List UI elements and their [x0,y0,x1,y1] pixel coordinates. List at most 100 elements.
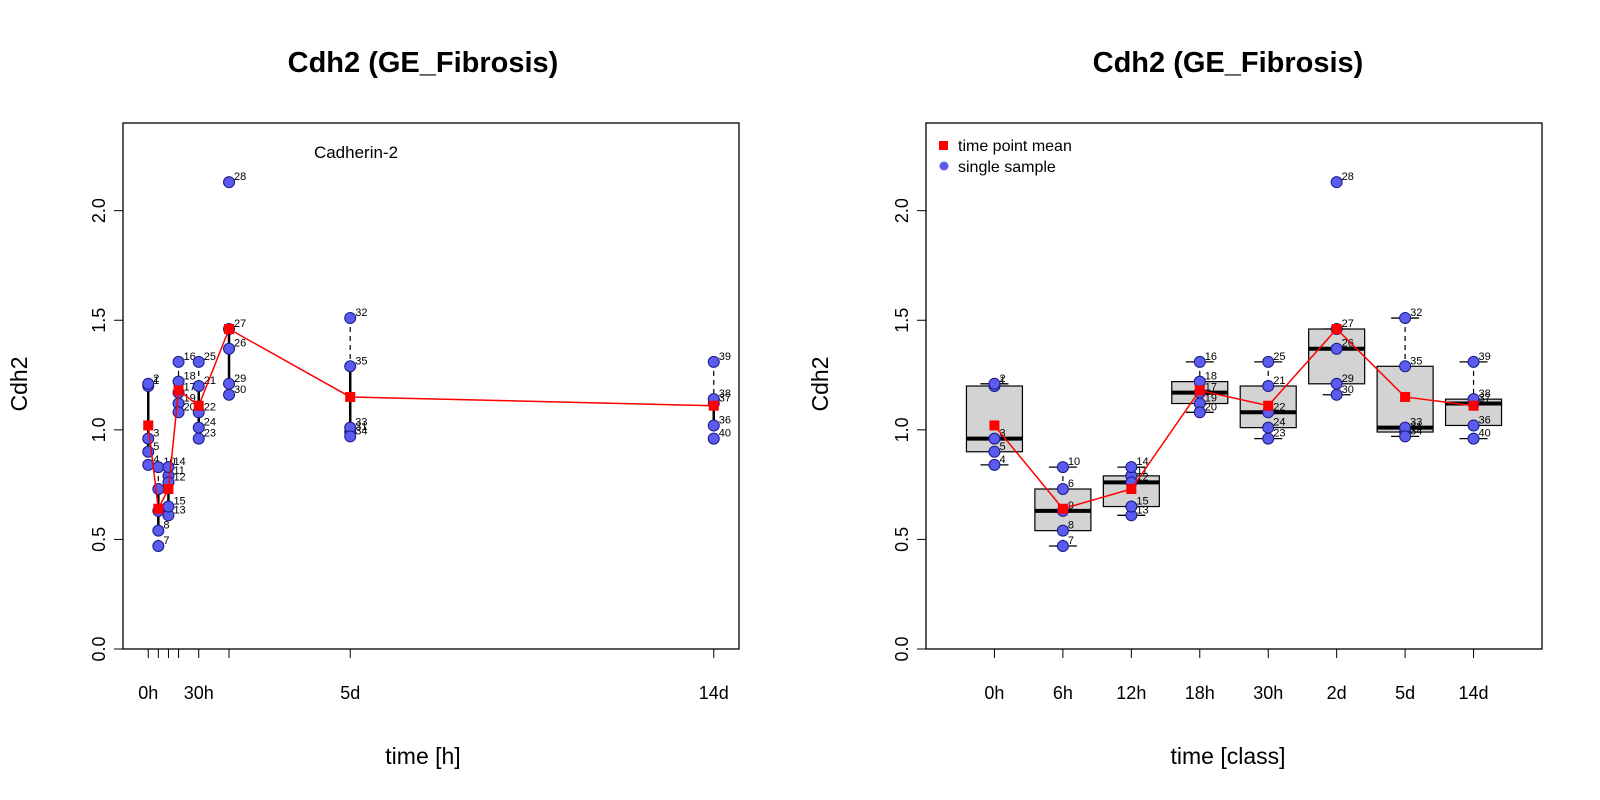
sample-label: 19 [1205,393,1217,405]
y-axis-title: Cdh2 [6,357,32,412]
y-tick-label: 0.0 [892,636,912,661]
sample-label: 24 [1273,417,1285,429]
x-tick-label: 5d [1395,683,1415,703]
sample-label: 40 [1479,428,1491,440]
x-tick-label: 12h [1116,683,1146,703]
sample-label: 17 [184,382,196,394]
mean-point [1126,484,1137,495]
sample-label: 26 [234,338,246,350]
sample-point [162,500,175,513]
sample-label: 39 [719,351,731,363]
sample-point [988,445,1001,458]
sample-label: 22 [1273,401,1285,413]
sample-point [1193,406,1206,419]
sample-label: 18 [184,371,196,383]
y-tick-label: 0.0 [89,636,109,661]
sample-point [1467,419,1480,432]
sample-label: 38 [719,388,731,400]
mean-point [143,420,154,431]
sample-label: 4 [999,454,1005,466]
sample-label: 14 [1136,456,1148,468]
sample-label: 12 [173,471,185,483]
sample-point [1056,524,1069,537]
legend-label-mean: time point mean [958,138,1072,155]
sample-label: 29 [1342,373,1354,385]
sample-label: 27 [234,318,246,330]
mean-point [1263,400,1274,411]
sample-label: 12 [1136,471,1148,483]
sample-point [1330,342,1343,355]
sample-point [223,377,236,390]
sample-point [707,432,720,445]
plot-frame [925,122,1543,650]
x-tick-label: 30h [1253,683,1283,703]
sample-point [1262,421,1275,434]
y-tick-label: 1.0 [89,417,109,442]
sample-label: 37 [1479,393,1491,405]
y-tick-label: 2.0 [89,198,109,223]
chart-title: Cdh2 (GE_Fibrosis) [288,47,559,79]
y-tick-label: 1.0 [892,417,912,442]
sample-point [1125,500,1138,513]
sample-label: 7 [163,535,169,547]
sample-label: 40 [719,428,731,440]
x-tick-label: 14d [1459,683,1489,703]
sample-label: 31 [355,421,367,433]
mean-point [1400,391,1411,402]
sample-label: 25 [204,351,216,363]
sample-point [142,377,155,390]
sample-point [1262,432,1275,445]
mean-point [1468,400,1479,411]
sample-point [152,483,165,496]
sample-point [1056,483,1069,496]
mean-point [1057,503,1068,514]
sample-label: 29 [234,373,246,385]
sample-label: 7 [1068,535,1074,547]
sample-label: 16 [1205,351,1217,363]
sample-label: 5 [153,441,159,453]
sample-point [223,176,236,189]
sample-label: 30 [234,384,246,396]
sample-label: 4 [153,454,159,466]
sample-point [192,380,205,392]
sample-point [988,377,1001,390]
y-axis-title: Cdh2 [807,357,833,412]
legend-marker-mean [939,141,948,150]
sample-label: 1 [153,375,159,387]
sample-label: 32 [1410,307,1422,319]
sample-point [1330,377,1343,390]
x-axis-title: time [h] [385,743,460,769]
mean-point [989,420,1000,431]
sample-point [152,524,165,537]
mean-point [1194,385,1205,396]
sample-label: 35 [355,355,367,367]
sample-label: 33 [1410,417,1422,429]
legend-label-sample: single sample [958,159,1056,176]
sample-point [223,388,236,401]
sample-label: 38 [1479,388,1491,400]
plot-frame [122,122,740,650]
sample-point [162,461,175,474]
sample-point [192,355,205,368]
sample-label: 8 [163,520,169,532]
sample-label: 2 [999,373,1005,385]
sample-point [1262,355,1275,368]
x-tick-label: 30h [184,683,214,703]
sample-label: 14 [173,456,185,468]
sample-point [223,342,236,355]
sample-label: 20 [184,401,196,413]
sample-point [707,419,720,432]
sample-point [1056,461,1069,474]
sample-label: 18 [1205,371,1217,383]
sample-label: 25 [1273,351,1285,363]
sample-label: 23 [1273,428,1285,440]
y-tick-label: 2.0 [892,198,912,223]
sample-point [1399,430,1412,443]
y-tick-label: 0.5 [892,527,912,552]
x-tick-label: 0h [984,683,1004,703]
box [1308,328,1366,385]
sample-point [988,432,1001,445]
sample-label: 13 [1136,504,1148,516]
y-tick-label: 1.5 [892,308,912,333]
sample-point [1467,355,1480,368]
